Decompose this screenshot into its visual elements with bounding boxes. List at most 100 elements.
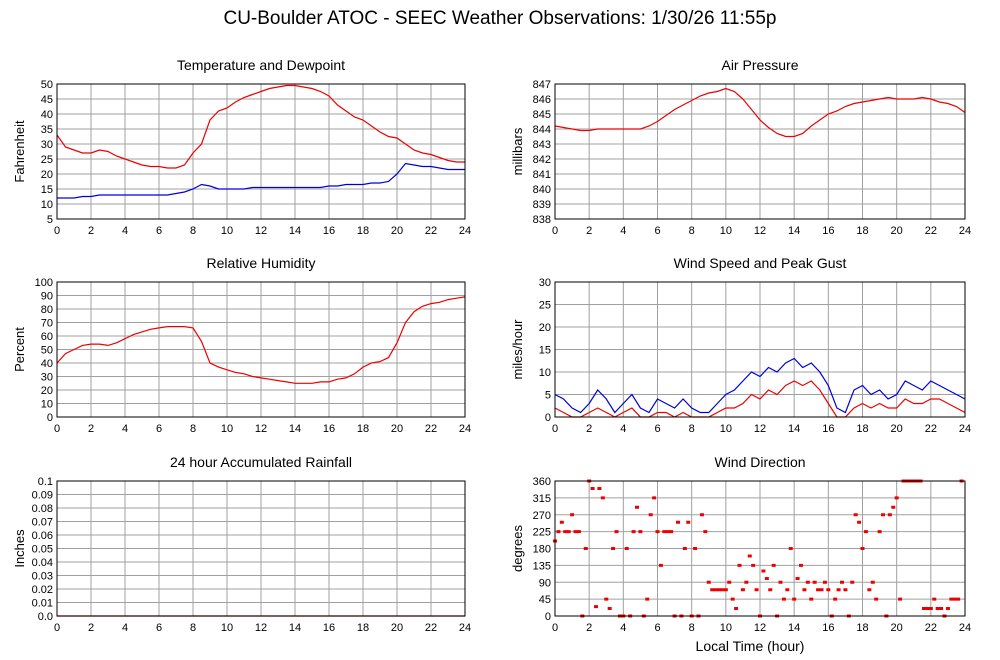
dir-point (669, 530, 674, 534)
dir-point (645, 597, 650, 601)
press-plot-frame (554, 83, 966, 220)
press-xtick-label: 20 (891, 225, 903, 237)
dir-point (867, 588, 872, 592)
dir-xtick-label: 2 (586, 622, 592, 634)
dir-point (597, 487, 602, 490)
wind-xtick-label: 16 (822, 423, 834, 435)
dir-point (956, 597, 961, 601)
wind-xtick-label: 20 (891, 423, 903, 435)
dir-point (682, 547, 687, 550)
dir-point (658, 563, 663, 567)
wind-xtick-label: 4 (620, 423, 626, 435)
rh-xtick-label: 10 (221, 423, 233, 435)
dir-point (556, 530, 561, 534)
dir-point (754, 588, 759, 592)
press-xtick-label: 0 (552, 225, 558, 237)
dir-point (713, 588, 718, 592)
temp-panel: Temperature and Dewpoint Fahrenheit 5 10 15 2… (12, 57, 471, 237)
wind-title: Wind Speed and Peak Gust (674, 255, 847, 271)
dir-point (836, 588, 841, 592)
press-ytick-label: 839 (533, 199, 551, 211)
rain-ytick-label: 0.02 (32, 584, 53, 596)
temp-xtick-label: 0 (54, 225, 60, 237)
rh-xtick-label: 22 (425, 423, 437, 435)
rain-plot-frame (56, 480, 466, 617)
dir-xtick-label: 16 (822, 622, 834, 634)
dir-xtick-label: 8 (689, 622, 695, 634)
dir-point (703, 530, 708, 534)
press-series-line-red (554, 87, 966, 138)
rain-xtick-label: 0 (54, 622, 60, 634)
rain-xtick-label: 4 (122, 622, 128, 634)
wind-ytick-label: 5 (545, 390, 551, 402)
dir-point (611, 547, 616, 550)
temp-series-line-blue (57, 162, 465, 199)
dir-point (952, 597, 957, 601)
dir-ytick-label: 90 (539, 577, 551, 589)
wind-xtick-label: 0 (552, 423, 558, 435)
dir-point (744, 580, 749, 584)
dir-point (665, 530, 670, 534)
dir-point (740, 588, 745, 592)
dir-xtick-label: 22 (925, 622, 937, 634)
dir-xtick-label: 24 (959, 622, 971, 634)
dir-point (604, 597, 609, 601)
dir-point (812, 580, 817, 584)
press-ytick-label: 846 (533, 94, 551, 106)
dir-point (857, 520, 862, 524)
dir-point (945, 607, 950, 610)
dir-point (870, 580, 875, 584)
dir-ytick-label: 0 (545, 611, 551, 623)
wind-ytick-label: 15 (539, 345, 551, 357)
temp-ytick-label: 25 (41, 154, 53, 166)
dir-point (734, 607, 739, 610)
temp-ytick-label: 40 (41, 109, 53, 121)
x-axis-label: Local Time (hour) (696, 638, 805, 654)
wind-ytick-label: 20 (539, 322, 551, 334)
dir-ylabel: degrees (510, 525, 525, 572)
wind-xtick-label: 12 (754, 423, 766, 435)
press-xtick-label: 18 (856, 225, 868, 237)
rain-title: 24 hour Accumulated Rainfall (170, 454, 352, 470)
dir-point (850, 580, 855, 584)
wind-xtick-label: 10 (720, 423, 732, 435)
dir-point (928, 607, 933, 610)
dir-point (922, 607, 926, 610)
press-xtick-label: 6 (654, 225, 660, 237)
temp-ytick-label: 45 (41, 94, 53, 106)
temp-ytick-label: 30 (41, 139, 53, 151)
dir-point (771, 563, 776, 567)
temp-xtick-label: 2 (88, 225, 94, 237)
dir-point (576, 530, 581, 534)
rh-ytick-label: 50 (41, 345, 53, 357)
dir-point (799, 563, 803, 567)
dir-point (720, 588, 725, 592)
temp-ytick-label: 50 (41, 79, 53, 91)
temp-xtick-label: 24 (459, 225, 471, 237)
rh-ytick-label: 40 (41, 358, 53, 370)
dir-ytick-label: 315 (533, 493, 551, 505)
dir-point (795, 577, 800, 580)
rh-xtick-label: 20 (391, 423, 403, 435)
wind-series-line-blue (554, 357, 966, 414)
rain-xtick-label: 8 (190, 622, 196, 634)
temp-xtick-label: 14 (289, 225, 301, 237)
rh-xtick-label: 14 (289, 423, 301, 435)
dir-point (939, 607, 944, 610)
rh-ylabel: Percent (12, 327, 27, 372)
dir-ytick-label: 360 (533, 476, 551, 488)
press-panel: Air Pressuremillibars8388398408418428438… (510, 57, 971, 237)
rh-ytick-label: 90 (41, 291, 53, 303)
rh-xtick-label: 8 (190, 423, 196, 435)
temp-ytick-label: 10 (41, 199, 53, 211)
dir-point (573, 530, 578, 534)
temp-xtick-label: 20 (391, 225, 403, 237)
rh-ytick-label: 10 (41, 399, 53, 411)
dir-point (925, 607, 930, 610)
press-ytick-label: 843 (533, 139, 551, 151)
dir-point (563, 530, 568, 534)
dir-xtick-label: 6 (654, 622, 660, 634)
temp-xtick-label: 16 (323, 225, 335, 237)
dir-point (635, 505, 639, 509)
